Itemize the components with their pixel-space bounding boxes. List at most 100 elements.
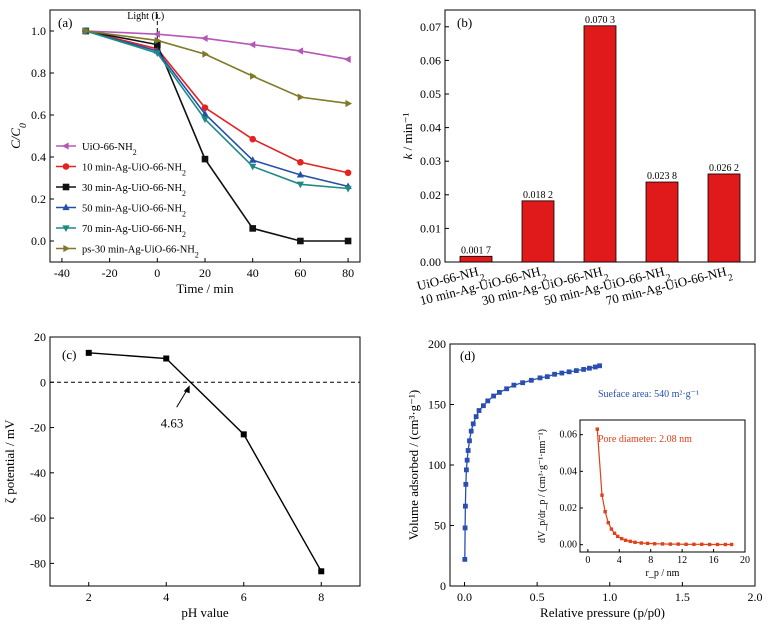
panel-c-point-3 — [318, 568, 325, 575]
panel-c-arrowhead — [183, 385, 190, 394]
panel-a-x-tick-label: 60 — [294, 266, 306, 280]
panel-d-y-tick-label: 50 — [434, 519, 446, 533]
inset-y-tick-label: 0.04 — [560, 466, 578, 477]
series-3-point-3 — [249, 156, 257, 163]
inset-point-8 — [623, 538, 628, 542]
panel-b-y-tick-label: 0.01 — [420, 221, 441, 235]
inset-point-10 — [633, 540, 637, 544]
panel-d-tag: (d) — [460, 348, 475, 363]
panel-a-light-label: Light (L) — [127, 11, 164, 22]
inset-point-21 — [715, 542, 720, 547]
panel-d-point-23 — [559, 370, 565, 376]
legend-marker-3 — [62, 203, 70, 211]
series-line-5 — [85, 30, 349, 105]
panel-a-y-tick-label: 0.4 — [31, 150, 46, 164]
series-2-point-5 — [344, 237, 352, 245]
panel-d-x-tick-label: 2.0 — [748, 590, 763, 604]
panel-c-x-tick-label: 8 — [318, 590, 324, 604]
legend-label-3: 50 min-Ag-UiO-66-NH2 — [82, 204, 186, 219]
series-5-point-5 — [345, 99, 353, 108]
series-2-point-3 — [249, 225, 256, 232]
panel-d-y-tick-label: 150 — [428, 398, 446, 412]
inset-point-9 — [628, 539, 632, 544]
legend-marker-1 — [62, 163, 70, 170]
panel-a-y-tick-label: 0.8 — [31, 66, 46, 80]
inset-point-19 — [700, 542, 704, 546]
inset-point-16 — [676, 542, 680, 546]
panel-c-tag: (c) — [62, 347, 76, 362]
panel-a-ylabel: C/C0 — [8, 123, 29, 149]
inset-y-tick-label: 0.06 — [560, 430, 578, 441]
bar-1 — [521, 200, 555, 263]
series-line-4 — [85, 30, 349, 190]
series-5-point-2 — [202, 50, 209, 58]
panel-d-point-9 — [470, 421, 476, 427]
panel-a-y-tick-label: 0.0 — [31, 234, 46, 248]
panel-c-y-tick-label: -40 — [30, 466, 46, 480]
series-line-1 — [85, 30, 349, 174]
panel-d-point-25 — [573, 368, 579, 374]
legend-label-5: ps-30 min-Ag-UiO-66-NH2 — [82, 245, 199, 260]
panel-b-y-tick-label: 0.06 — [420, 53, 441, 67]
panel-d-point-10 — [473, 414, 479, 419]
inset-point-1 — [600, 493, 604, 497]
panel-c-y-tick-label: -60 — [30, 511, 46, 525]
panel-d-surface-area: Sueface area: 540 m²·g⁻¹ — [598, 389, 699, 400]
panel-c-annotation-label: 4.63 — [161, 415, 184, 430]
series-4-point-3 — [249, 163, 257, 171]
series-5-point-3 — [250, 72, 257, 80]
bar-0 — [459, 255, 493, 263]
panel-d-point-29 — [597, 363, 602, 369]
panel-b-ylabel: k / min⁻¹ — [400, 112, 415, 159]
inset-point-0 — [595, 427, 599, 431]
series-1-point-5 — [344, 169, 352, 177]
panel-a-y-tick-label: 0.2 — [31, 192, 46, 206]
panel-d-point-22 — [552, 371, 557, 377]
inset-x-tick-label: 16 — [709, 555, 719, 566]
inset-point-3 — [606, 520, 610, 525]
legend-label-2: 30 min-Ag-UiO-66-NH2 — [82, 183, 186, 198]
series-1-point-2 — [201, 104, 209, 111]
panel-b-tag: (b) — [457, 15, 472, 30]
bar-category-label-4: 70 min-Ag-UiO-66-NH2 — [604, 262, 734, 313]
series-1-point-4 — [297, 158, 304, 166]
panel-d-ylabel: Volume adsorbed / (cm³·g⁻¹) — [406, 390, 421, 541]
series-line-3 — [85, 30, 349, 188]
inset-point-13 — [652, 542, 657, 546]
series-0-point-2 — [201, 34, 208, 42]
panel-c-x-tick-label: 6 — [241, 590, 247, 604]
panel-a-x-tick-label: 40 — [247, 266, 259, 280]
bar-value-label-4: 0.026 2 — [709, 163, 739, 174]
panel-d-x-tick-label: 1.0 — [602, 590, 617, 604]
panel-a-x-tick-label: -40 — [54, 266, 70, 280]
inset-point-23 — [729, 542, 734, 547]
panel-a-y-tick-label: 0.6 — [31, 108, 46, 122]
panel-a-time-plot: -40 -20 0 20 40 60 80 0.0 0.2 0.4 0.6 0.8 1.0 Time / … — [8, 9, 361, 296]
panel-d-x-tick-label: 0.5 — [530, 590, 545, 604]
bar-3 — [645, 181, 679, 263]
panel-d-point-17 — [511, 382, 517, 388]
series-5-point-0 — [83, 27, 90, 35]
inset-point-12 — [645, 541, 650, 546]
panel-d-point-12 — [481, 403, 486, 409]
panel-b-y-tick-label: 0.03 — [420, 154, 441, 168]
panel-d-point-18 — [520, 380, 526, 386]
bar-2 — [583, 25, 617, 263]
panel-b-rate-constant-bars: 0.00 0.01 0.02 0.03 0.04 0.05 0.06 0.07 k / min⁻… — [400, 9, 756, 313]
series-3-point-2 — [201, 109, 209, 117]
panel-c-y-tick-label: 20 — [34, 330, 46, 344]
series-2-point-4 — [297, 237, 304, 245]
legend-marker-4 — [62, 225, 70, 232]
series-5-point-4 — [297, 93, 305, 101]
panel-a-x-tick-label: 80 — [342, 266, 354, 280]
panel-d-point-5 — [464, 457, 470, 463]
inset-point-4 — [609, 527, 614, 531]
panel-c-x-tick-label: 4 — [163, 590, 169, 604]
series-4-point-5 — [344, 185, 352, 193]
inset-frame — [579, 419, 746, 553]
inset-x-tick-label: 20 — [740, 555, 750, 566]
panel-b-y-tick-label: 0.05 — [420, 87, 441, 101]
panel-d-y-tick-label: 200 — [428, 337, 446, 351]
series-5-point-1 — [154, 36, 162, 45]
